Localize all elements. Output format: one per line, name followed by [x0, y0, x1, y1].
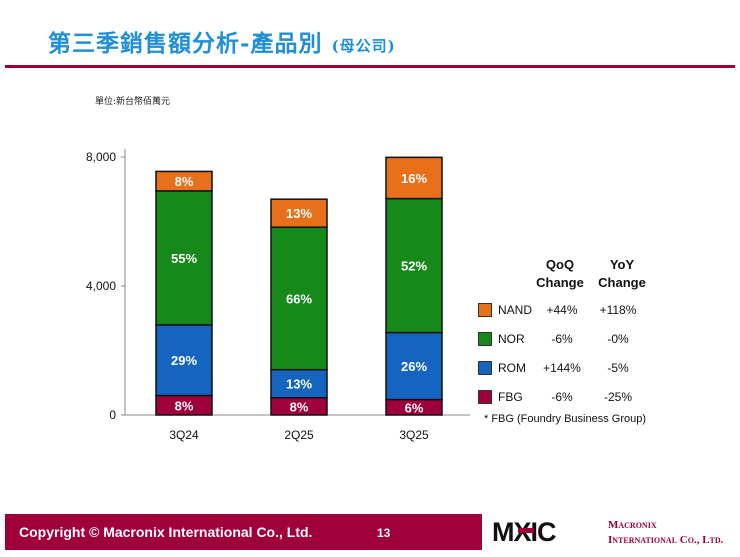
page-title: 第三季銷售額分析-產品別 (母公司) [48, 24, 396, 58]
yoy-header-line1: YoY [609, 257, 635, 272]
qoq-header: QoQ Change [530, 256, 590, 292]
data-label-rom: 13% [286, 377, 312, 392]
data-label-nand: 16% [401, 171, 427, 186]
x-tick-label: 2Q25 [284, 428, 314, 442]
legend-qoq-fbg: -6% [551, 390, 573, 404]
legend-yoy-rom: -5% [607, 361, 629, 375]
title-divider [5, 65, 735, 68]
legend-yoy-nand: +118% [599, 303, 637, 317]
data-label-nand: 8% [175, 174, 194, 189]
y-tick-label: 4,000 [86, 279, 116, 293]
company-line-2: International Co., Ltd. [608, 534, 724, 546]
data-label-fbg: 8% [290, 399, 309, 414]
title-area: 第三季銷售額分析-產品別 (母公司) [0, 0, 740, 72]
legend-swatch-fbg [478, 390, 492, 404]
copyright-text: Copyright © Macronix International Co., … [19, 524, 313, 540]
logo-accent-bar [518, 528, 534, 533]
yoy-header-line2: Change [598, 275, 646, 290]
company-name: Macronix International Co., Ltd. [608, 518, 723, 548]
legend-name-nand: NAND [498, 303, 533, 317]
x-tick-label: 3Q25 [399, 428, 429, 442]
company-line-1: Macronix [608, 519, 657, 531]
y-tick-label: 0 [109, 408, 116, 422]
legend-name-nor: NOR [498, 332, 525, 346]
legend-qoq-rom: +144% [543, 361, 581, 375]
mxic-logo: MXIC [492, 517, 557, 546]
bar-segment-rom [155, 324, 213, 397]
yoy-header: YoY Change [592, 256, 652, 292]
data-label-fbg: 6% [405, 400, 424, 415]
unit-note: 單位:新台幣佰萬元 [95, 97, 171, 107]
bar-segment-nand [385, 156, 443, 200]
data-label-rom: 26% [401, 359, 427, 374]
bar-segment-rom [385, 331, 443, 401]
bar-segment-nand [155, 170, 213, 192]
legend-swatch-nand [478, 303, 492, 317]
data-label-nor: 55% [171, 251, 197, 266]
y-tick-label: 8,000 [86, 150, 116, 164]
legend-qoq-nor: -6% [551, 332, 573, 346]
legend-qoq-nand: +44% [546, 303, 578, 317]
fbg-footnote: * FBG (Foundry Business Group) [484, 413, 647, 425]
bar-segment-nor [155, 190, 213, 326]
data-label-nand: 13% [286, 206, 312, 221]
legend-name-fbg: FBG [498, 390, 523, 404]
legend-swatch-nor [478, 332, 492, 346]
page-number: 13 [377, 526, 391, 540]
legend-swatch-rom [478, 361, 492, 375]
legend-name-rom: ROM [498, 361, 526, 375]
bar-segment-rom [270, 368, 328, 399]
bar-segment-nand [270, 198, 328, 228]
bar-segment-nor [270, 226, 328, 371]
page-title-text: 第三季銷售額分析-產品別 [48, 30, 323, 57]
page-subtitle: (母公司) [331, 37, 396, 55]
data-label-fbg: 8% [175, 398, 194, 413]
bar-segment-nor [385, 197, 443, 334]
data-label-nor: 66% [286, 291, 312, 306]
x-tick-label: 3Q24 [169, 428, 199, 442]
legend-yoy-nor: -0% [607, 332, 629, 346]
qoq-header-line1: QoQ [545, 257, 575, 272]
data-label-rom: 29% [171, 353, 197, 368]
legend-yoy-fbg: -25% [603, 390, 632, 404]
footer-bar: Copyright © Macronix International Co., … [5, 514, 482, 550]
data-label-nor: 52% [401, 259, 427, 274]
qoq-header-line2: Change [536, 275, 584, 290]
